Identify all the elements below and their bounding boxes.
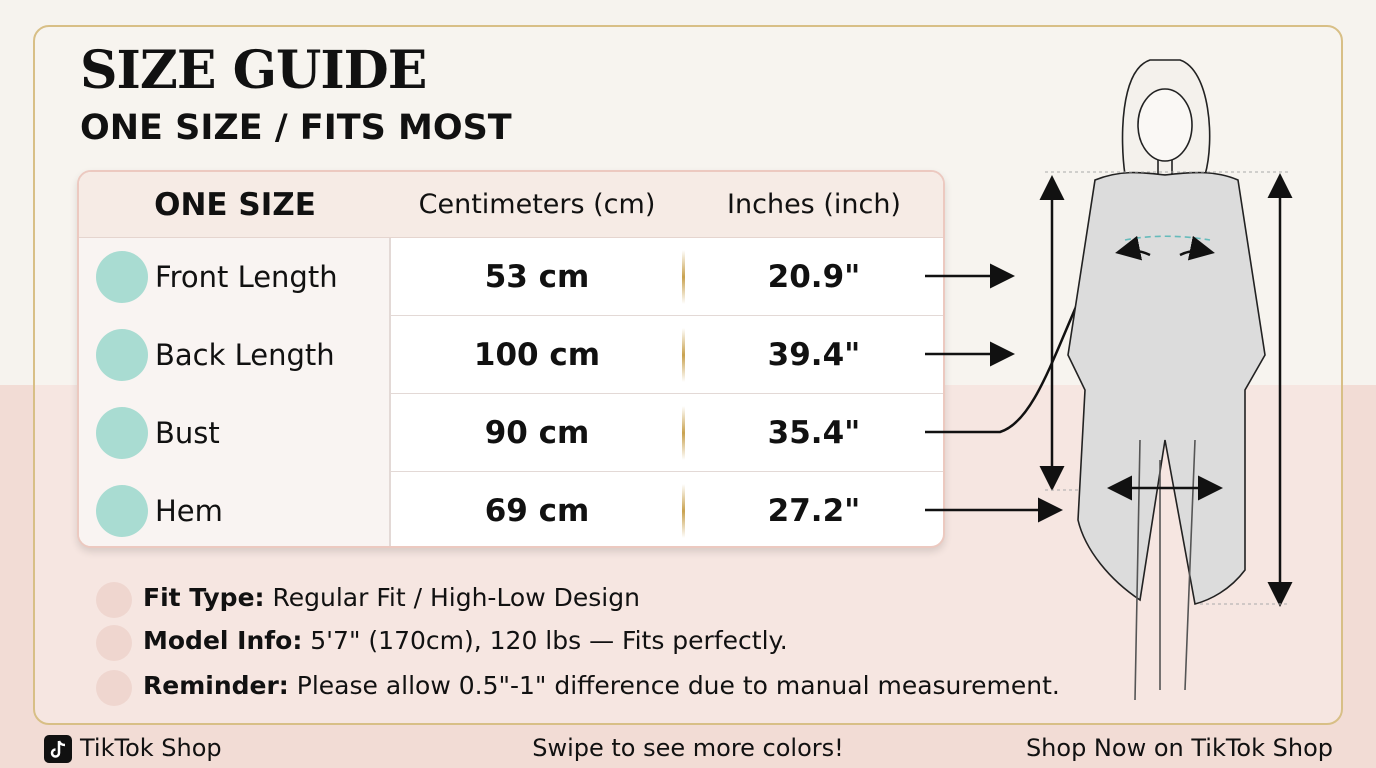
inch-value: 39.4"	[767, 337, 861, 373]
inch-value: 35.4"	[767, 415, 861, 451]
tiktok-icon	[44, 735, 72, 763]
title: SIZE GUIDE	[80, 40, 427, 101]
table-row: Hem 69 cm 27.2"	[79, 472, 943, 546]
measure-icon	[96, 407, 148, 459]
size-table: ONE SIZE Centimeters (cm) Inches (inch) …	[77, 170, 945, 548]
footer-left: TikTok Shop	[80, 734, 222, 762]
note-text: 5'7" (170cm), 120 lbs — Fits perfectly.	[310, 626, 788, 655]
header-cell: Inches (inch)	[727, 189, 901, 220]
table-row: Back Length 100 cm 39.4"	[79, 316, 943, 394]
footer-right: Shop Now on TikTok Shop	[1025, 734, 1333, 762]
measure-icon	[96, 251, 148, 303]
cm-value: 53 cm	[484, 259, 590, 295]
note-icon	[96, 670, 132, 706]
note: Reminder: Please allow 0.5"-1" differenc…	[143, 671, 1060, 700]
note-text: Please allow 0.5"-1" difference due to m…	[296, 671, 1060, 700]
row-label: Front Length	[155, 260, 338, 294]
inch-value: 20.9"	[767, 259, 861, 295]
cm-value: 69 cm	[484, 493, 590, 529]
measure-icon	[96, 329, 148, 381]
header-cell: Centimeters (cm)	[418, 189, 656, 220]
subtitle: ONE SIZE / FITS MOST	[80, 108, 512, 148]
divider	[682, 406, 685, 460]
inch-value: 27.2"	[767, 493, 861, 529]
row-label-cell: Bust	[79, 394, 391, 472]
row-label-cell: Front Length	[79, 238, 391, 316]
divider	[682, 328, 685, 382]
note-label: Fit Type:	[143, 583, 265, 612]
note: Model Info: 5'7" (170cm), 120 lbs — Fits…	[143, 626, 788, 655]
row-label-cell: Hem	[79, 472, 391, 546]
note-icon	[96, 625, 132, 661]
row-label-cell: Back Length	[79, 316, 391, 394]
note-text: Regular Fit / High-Low Design	[272, 583, 640, 612]
table-row: Front Length 53 cm 20.9"	[79, 238, 943, 316]
footer-center: Swipe to see more colors!	[532, 734, 844, 762]
header-cell: ONE SIZE	[154, 187, 316, 223]
measure-icon	[96, 485, 148, 537]
header-row: ONE SIZE Centimeters (cm) Inches (inch)	[79, 172, 943, 238]
note-icon	[96, 582, 132, 618]
note-label: Model Info:	[143, 626, 303, 655]
table-row: Bust 90 cm 35.4"	[79, 394, 943, 472]
note-label: Reminder:	[143, 671, 289, 700]
cm-value: 100 cm	[473, 337, 601, 373]
row-label: Back Length	[155, 338, 335, 372]
row-label: Bust	[155, 416, 220, 450]
note: Fit Type: Regular Fit / High-Low Design	[143, 583, 640, 612]
cm-value: 90 cm	[484, 415, 590, 451]
divider	[682, 250, 685, 304]
divider	[682, 484, 685, 538]
row-label: Hem	[155, 494, 223, 528]
